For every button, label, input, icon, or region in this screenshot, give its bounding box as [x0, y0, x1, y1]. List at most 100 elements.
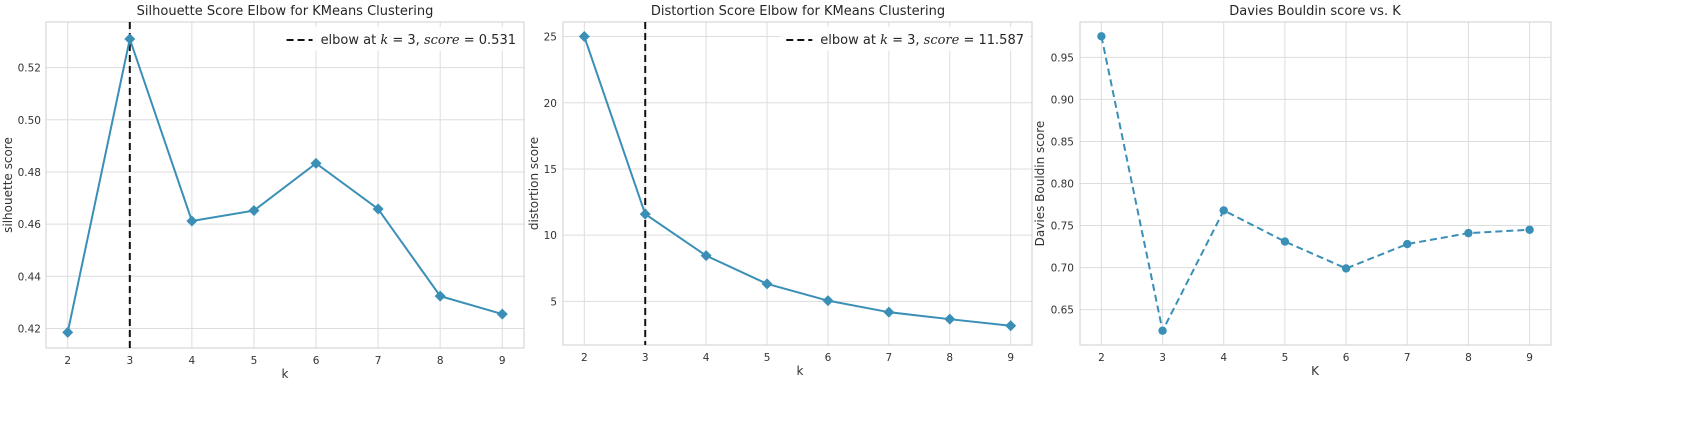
data-point: [496, 308, 508, 320]
x-axis-label: k: [282, 367, 289, 381]
y-tick-label: 0.70: [1051, 263, 1074, 275]
x-tick-label: 7: [1404, 352, 1411, 364]
y-tick-label: 0.44: [18, 271, 42, 283]
legend-score-variable: score: [924, 33, 960, 48]
x-tick-label: 8: [437, 355, 444, 367]
chart-title: Distortion Score Elbow for KMeans Cluste…: [651, 4, 945, 19]
x-tick-label: 6: [313, 355, 320, 367]
data-point: [248, 205, 260, 217]
y-axis-label: distortion score: [527, 137, 541, 230]
series-line: [1100, 36, 1530, 334]
y-tick-label: 0.52: [18, 63, 41, 75]
y-tick-label: 15: [544, 164, 557, 176]
x-tick-label: 5: [251, 355, 258, 367]
x-tick-label: 9: [1007, 352, 1014, 364]
y-tick-label: 5: [550, 296, 557, 308]
x-tick-label: 9: [1526, 352, 1533, 364]
y-tick-label: 0.90: [1051, 94, 1074, 106]
y-axis-label: silhouette score: [1, 137, 15, 233]
x-tick-label: 3: [642, 352, 649, 364]
x-tick-label: 6: [825, 352, 832, 364]
legend-box: [280, 27, 522, 51]
y-tick-label: 0.65: [1051, 305, 1074, 317]
series-line: [583, 36, 1011, 327]
chart-2: 2 3 4 5 6 7 8 9 5 10 15 20 25 Distortion Score Elbow …: [527, 4, 1033, 378]
x-tick-label: 2: [581, 352, 588, 364]
legend-eq1: = 3,: [888, 33, 924, 48]
data-point: [822, 295, 834, 307]
data-point: [1005, 320, 1017, 332]
x-tick-label: 2: [1098, 352, 1105, 364]
plot-frame: [45, 21, 525, 349]
data-point: [761, 278, 773, 290]
plot-frame: [1079, 21, 1552, 346]
legend-k-variable: k: [380, 33, 388, 48]
data-point: [1158, 326, 1167, 335]
data-point: [1219, 206, 1228, 215]
x-tick-label: 7: [886, 352, 893, 364]
legend-eq2: = 0.531: [460, 33, 516, 48]
y-tick-label: 0.95: [1051, 52, 1074, 64]
y-tick-label: 10: [544, 230, 557, 242]
data-point: [1525, 225, 1534, 234]
legend-prefix: elbow at: [321, 33, 381, 48]
data-point: [1280, 237, 1290, 246]
y-tick-label: 0.80: [1051, 179, 1074, 191]
legend-k-variable: k: [880, 33, 888, 48]
y-tick-label: 20: [544, 98, 557, 110]
x-tick-label: 3: [1159, 352, 1166, 364]
legend-score-variable: score: [424, 33, 460, 48]
data-point: [1403, 239, 1412, 249]
x-tick-label: 9: [499, 355, 506, 367]
x-tick-label: 5: [1282, 352, 1289, 364]
y-tick-label: 25: [544, 32, 557, 44]
plot-frame: [562, 21, 1033, 346]
legend-prefix: elbow at: [820, 33, 880, 48]
x-tick-label: 8: [1465, 352, 1472, 364]
data-point: [944, 313, 956, 325]
legend: elbow at k = 3, score = 11.587: [780, 27, 1030, 51]
series-line: [66, 35, 503, 333]
y-tick-label: 0.48: [18, 167, 41, 179]
data-point: [1097, 32, 1106, 41]
legend-label: elbow at k = 3, score = 0.531: [321, 33, 516, 48]
legend-eq1: = 3,: [388, 33, 424, 48]
y-tick-label: 0.75: [1051, 221, 1074, 233]
data-point: [639, 208, 651, 220]
y-tick-label: 0.50: [18, 115, 41, 127]
chart-1: 2 3 4 5 6 7 8 9 0.42 0.44 0.46 0.48 0.50 0.52 Silhouet…: [1, 4, 525, 381]
chart-title: Silhouette Score Elbow for KMeans Cluste…: [137, 4, 434, 19]
data-point: [310, 157, 322, 169]
data-point: [578, 31, 590, 43]
data-point: [372, 203, 384, 215]
chart-title: Davies Bouldin score vs. K: [1229, 4, 1401, 19]
data-point: [1464, 228, 1473, 238]
x-axis-label: K: [1311, 364, 1320, 378]
x-tick-label: 4: [703, 352, 710, 364]
x-tick-label: 5: [764, 352, 771, 364]
x-tick-label: 7: [375, 355, 382, 367]
x-tick-label: 2: [64, 355, 71, 367]
legend-box: [780, 27, 1030, 51]
legend: elbow at k = 3, score = 0.531: [280, 27, 522, 51]
data-point: [186, 215, 198, 227]
x-axis-label: k: [797, 364, 804, 378]
x-tick-label: 6: [1343, 352, 1350, 364]
legend-label: elbow at k = 3, score = 11.587: [820, 33, 1024, 48]
x-tick-label: 4: [1220, 352, 1227, 364]
y-axis-label: Davies Bouldin score: [1033, 121, 1047, 247]
y-tick-label: 0.42: [18, 323, 41, 335]
y-tick-label: 0.85: [1051, 136, 1074, 148]
x-tick-label: 3: [126, 355, 133, 367]
data-point: [700, 250, 712, 262]
data-point: [883, 306, 895, 318]
data-point: [434, 290, 446, 302]
data-point: [124, 33, 136, 45]
chart-3: 2 3 4 5 6 7 8 9 0.65 0.70 0.75 0.80 0.85 0.90 0.95 Davi…: [1033, 4, 1552, 378]
data-point: [62, 326, 74, 338]
x-tick-label: 8: [946, 352, 953, 364]
y-tick-label: 0.46: [18, 219, 42, 231]
data-point: [1341, 264, 1351, 273]
x-tick-label: 4: [189, 355, 196, 367]
